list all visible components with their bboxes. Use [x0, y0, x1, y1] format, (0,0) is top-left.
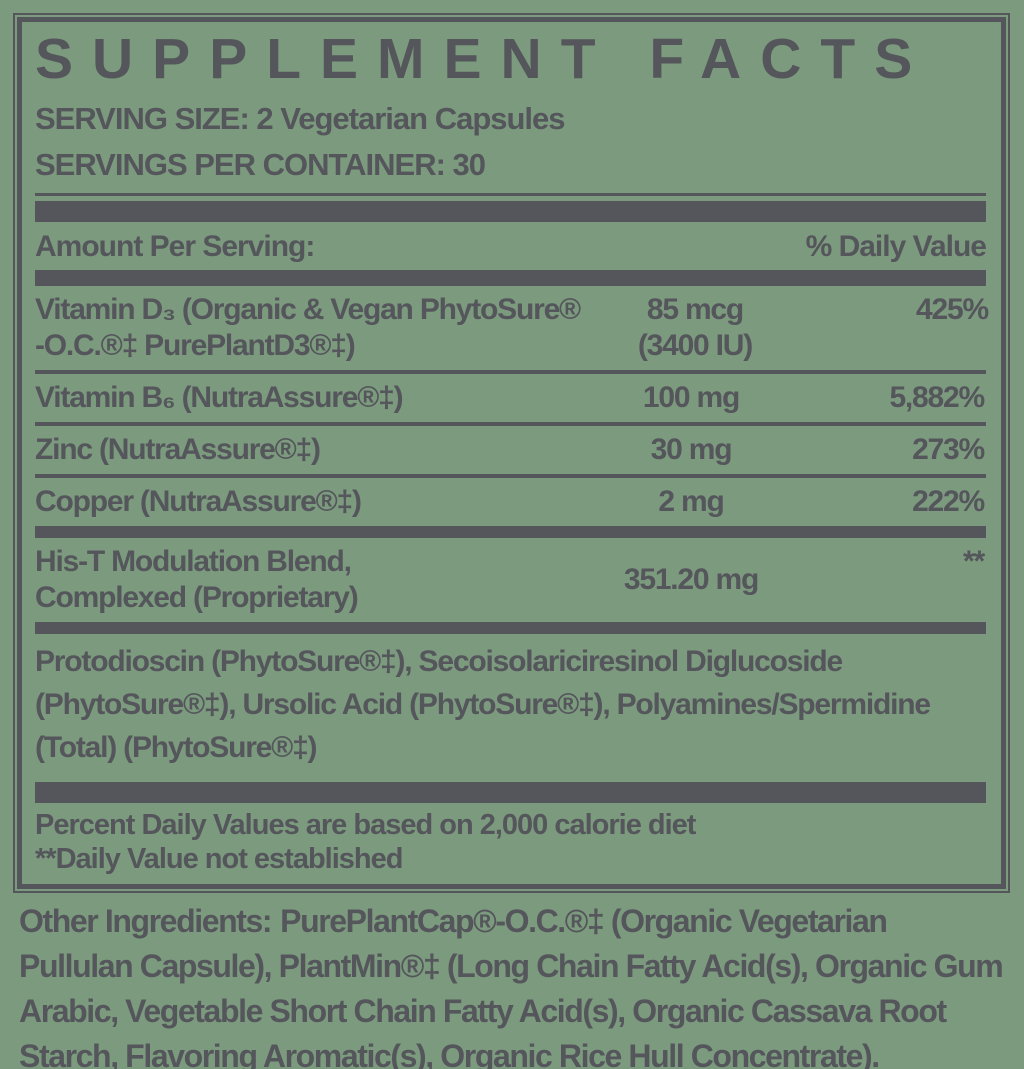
- nutrient-amount: 100 mg: [642, 381, 740, 414]
- nutrient-row-vitamin-b6: Vitamin B₆ (NutraAssure®‡) 100 mg 5,882%: [35, 374, 986, 422]
- row-divider: [35, 370, 986, 374]
- nutrient-row-hist-blend: His-T Modulation Blend, Complexed (Propr…: [35, 538, 986, 622]
- serving-size: SERVING SIZE: 2 Vegetarian Capsules: [35, 101, 566, 136]
- divider-bar-blend-bottom: [35, 622, 986, 634]
- nutrient-daily-value: 273%: [912, 433, 985, 466]
- other-ingredients-text: PurePlantCap®-O.C.®‡ (Organic Vegetarian…: [19, 903, 1004, 1069]
- other-ingredients-label: Other Ingredients:: [19, 903, 273, 939]
- column-header-row: Amount Per Serving: % Daily Value: [35, 230, 987, 264]
- divider-bar-footnote: [35, 782, 986, 803]
- nutrient-name: Vitamin D₃ (Organic & Vegan PhytoSure® -…: [35, 293, 581, 362]
- row-divider: [35, 422, 986, 426]
- nutrient-amount: 2 mg: [658, 485, 724, 518]
- footnote-daily-values: Percent Daily Values are based on 2,000 …: [35, 809, 696, 841]
- servings-per-container: SERVINGS PER CONTAINER: 30: [35, 147, 486, 182]
- divider-bar-header: [35, 270, 986, 286]
- nutrient-daily-value: 222%: [912, 485, 985, 518]
- divider-bar-top: [35, 201, 986, 222]
- blend-subingredients: Protodioscin (PhytoSure®‡), Secoisolaric…: [35, 645, 931, 764]
- row-divider: [35, 474, 986, 478]
- nutrient-row-vitamin-d3: Vitamin D₃ (Organic & Vegan PhytoSure® -…: [35, 286, 989, 370]
- nutrient-name: Vitamin B₆ (NutraAssure®‡): [35, 381, 404, 414]
- other-ingredients: Other Ingredients: PurePlantCap®-O.C.®‡ (…: [19, 899, 1006, 1069]
- nutrient-name: Copper (NutraAssure®‡): [35, 485, 362, 518]
- nutrient-amount: 85 mcg (3400 IU): [637, 293, 753, 362]
- nutrient-row-zinc: Zinc (NutraAssure®‡) 30 mg 273%: [35, 426, 986, 474]
- nutrient-daily-value: 425%: [916, 293, 989, 326]
- nutrient-row-copper: Copper (NutraAssure®‡) 2 mg 222%: [35, 478, 986, 526]
- nutrient-amount: 30 mg: [650, 433, 733, 466]
- panel-title: SUPPLEMENT FACTS: [35, 27, 932, 91]
- daily-value-header: % Daily Value: [805, 230, 987, 263]
- nutrient-daily-value: **: [963, 545, 985, 578]
- supplement-facts-panel: SUPPLEMENT FACTS SERVING SIZE: 2 Vegetar…: [13, 13, 1010, 893]
- nutrient-name: His-T Modulation Blend, Complexed (Propr…: [35, 545, 359, 614]
- nutrient-name: Zinc (NutraAssure®‡): [35, 433, 321, 466]
- amount-per-serving-header: Amount Per Serving:: [35, 230, 315, 263]
- nutrient-amount: 351.20 mg: [623, 563, 759, 596]
- divider-bar-blend-top: [35, 526, 986, 538]
- footnote-not-established: **Daily Value not established: [35, 843, 403, 875]
- nutrient-daily-value: 5,882%: [889, 381, 985, 414]
- divider-thin: [35, 193, 986, 196]
- footnotes: Percent Daily Values are based on 2,000 …: [35, 803, 986, 876]
